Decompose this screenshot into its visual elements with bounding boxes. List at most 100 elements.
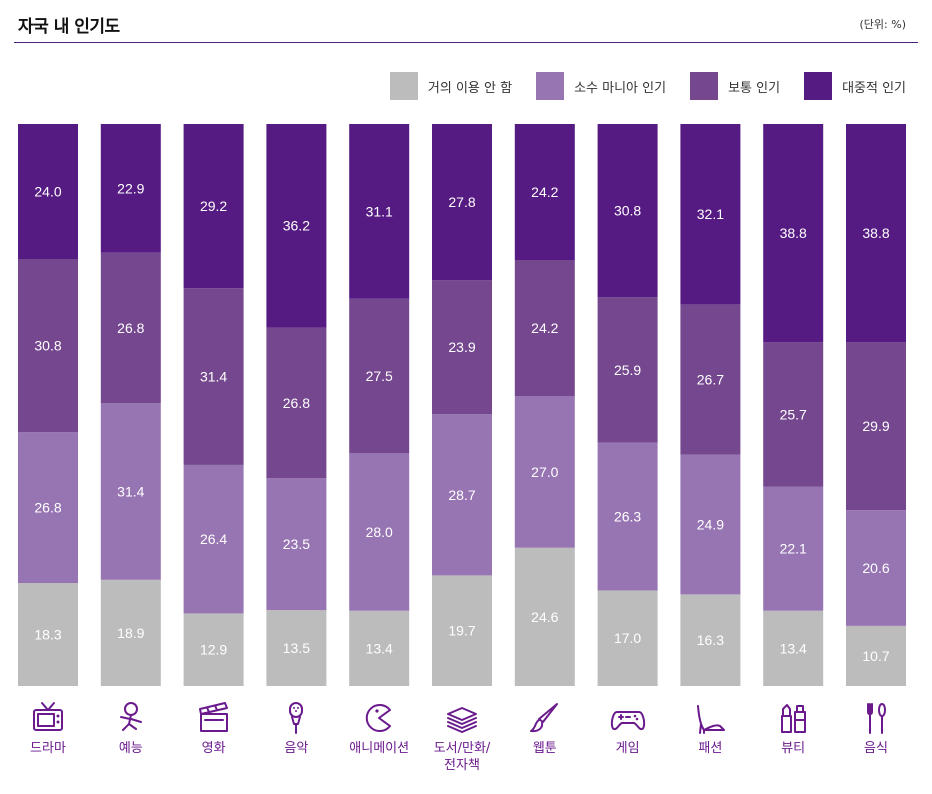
category-label: 음식 (864, 741, 888, 756)
legend-label: 거의 이용 안 함 (427, 80, 513, 96)
data-label: 31.1 (366, 203, 393, 219)
category-cell: 예능 (91, 700, 171, 757)
legend-swatch (389, 72, 418, 100)
bar-segment (100, 124, 161, 253)
data-label: 17.0 (614, 630, 641, 646)
legend-item: 대중적 인기 (804, 72, 906, 100)
data-label: 27.5 (366, 368, 393, 384)
bar-segment (183, 288, 244, 465)
legend-swatch (804, 72, 833, 100)
bar-segment (514, 547, 575, 686)
bar-segment (349, 124, 410, 299)
tv-icon (33, 702, 63, 731)
microphone-icon (289, 702, 304, 734)
data-label: 22.1 (780, 541, 807, 557)
data-label: 18.3 (34, 627, 61, 643)
unit-label: (단위: %) (859, 18, 906, 31)
category-cell: 뷰티 (753, 700, 833, 757)
pacman-icon (365, 704, 392, 732)
legend: 거의 이용 안 함 소수 마니아 인기 보통 인기 대중적 인기 (366, 72, 906, 100)
data-label: 23.5 (283, 536, 310, 552)
bar-segment (432, 414, 492, 576)
data-label: 19.7 (448, 623, 475, 639)
bar-segment (266, 478, 327, 611)
bar-segment (100, 403, 161, 580)
bar-segment (680, 304, 741, 455)
bar-segment (266, 327, 327, 479)
data-label: 29.2 (200, 198, 227, 214)
category-label: 도서/만화/ 전자책 (433, 741, 491, 773)
data-label: 28.7 (448, 487, 475, 503)
data-label: 27.0 (531, 464, 558, 480)
bar-segment (432, 575, 492, 686)
category-cell: 음식 (836, 700, 916, 757)
bar-segment (597, 442, 658, 591)
data-label: 24.6 (531, 609, 558, 625)
bar-segment (18, 432, 78, 584)
clapperboard-icon (198, 702, 228, 732)
category-cell: 드라마 (8, 700, 88, 757)
gamepad-icon (610, 711, 645, 731)
category-label: 애니메이션 (349, 741, 410, 756)
bar-segment (680, 454, 741, 595)
books-icon (447, 707, 477, 733)
data-label: 29.9 (862, 418, 889, 434)
bar-segment (763, 124, 824, 343)
data-label: 10.7 (862, 648, 889, 664)
bar-segment (18, 124, 78, 260)
bar-segment (266, 610, 327, 686)
data-label: 13.5 (283, 640, 310, 656)
bar-segment (18, 259, 78, 433)
bar-segment (514, 124, 575, 261)
bar-segment (183, 464, 244, 614)
dancing-person-icon (119, 702, 142, 731)
title-rule (14, 42, 918, 43)
data-label: 26.3 (614, 509, 641, 525)
bar-segment (349, 453, 410, 611)
category-label: 뷰티 (781, 741, 806, 756)
bar-segment (18, 583, 78, 686)
brush-icon (529, 703, 558, 733)
data-label: 24.9 (697, 516, 724, 532)
data-label: 22.9 (117, 180, 144, 196)
data-label: 38.8 (780, 225, 807, 241)
category-label: 웹툰 (532, 741, 557, 756)
category-cell: 영화 (174, 700, 254, 757)
category-cell: 음악 (256, 700, 336, 757)
bar-segment (100, 252, 161, 404)
bar-segment (680, 124, 741, 305)
category-label: 예능 (118, 741, 143, 756)
data-label: 13.4 (780, 640, 807, 656)
bar-segment (183, 124, 244, 289)
legend-item: 소수 마니아 인기 (536, 72, 666, 100)
category-label: 패션 (698, 741, 723, 756)
bar-segment (100, 579, 161, 686)
cosmetics-icon (781, 704, 807, 733)
bar-segment (846, 124, 906, 343)
data-label: 24.2 (531, 320, 558, 336)
bar-segment (763, 610, 824, 686)
data-label: 32.1 (697, 206, 724, 222)
data-label: 18.9 (117, 625, 144, 641)
bar-segment (597, 124, 658, 298)
data-label: 24.0 (34, 184, 61, 200)
legend-label: 대중적 인기 (842, 80, 906, 96)
chart-title: 자국 내 인기도 (18, 17, 120, 37)
bar-segment (680, 594, 741, 686)
legend-swatch (690, 72, 719, 100)
legend-item: 거의 이용 안 함 (389, 72, 513, 100)
data-label: 24.2 (531, 184, 558, 200)
category-cell: 웹툰 (505, 700, 585, 757)
category-cell: 도서/만화/ 전자책 (422, 700, 502, 774)
category-cell: 게임 (588, 700, 668, 757)
bar-segment (432, 124, 492, 281)
data-label: 28.0 (366, 524, 393, 540)
data-label: 27.8 (448, 194, 475, 210)
bar-segment (846, 510, 906, 626)
stacked-bar-chart: 18.3 26.8 30.8 24.0 18.9 31.4 26.8 22.9 12.9 26.4… (18, 124, 906, 686)
category-cell: 패션 (670, 700, 750, 757)
category-label: 드라마 (30, 741, 66, 756)
category-cell: 애니메이션 (339, 700, 419, 757)
category-label: 영화 (201, 741, 226, 756)
data-label: 26.8 (283, 395, 310, 411)
